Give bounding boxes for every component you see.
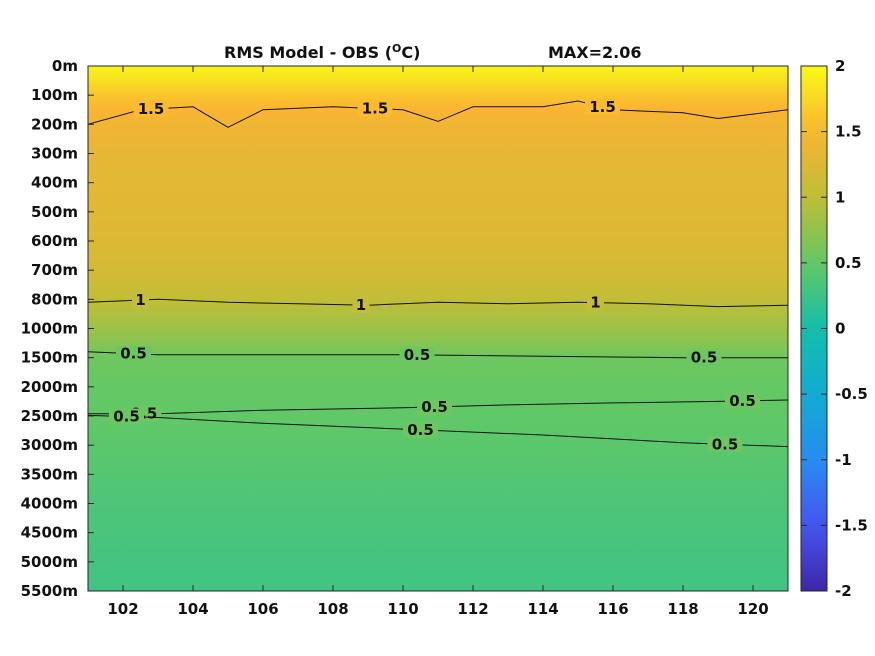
contour-label: 0.5 (691, 349, 718, 367)
colorbar-ticks: 2 1.5 1 0.5 0 -0.5 -1 -1.5 -2 (801, 57, 868, 600)
colorbar-tick-label: 1 (835, 188, 845, 206)
colorbar-tick-label: -1.5 (835, 516, 868, 534)
y-tick-label: 500m (31, 203, 78, 221)
contour-label-bg (352, 297, 370, 314)
contour-line (88, 100, 788, 128)
x-tick-label: 116 (597, 600, 628, 618)
x-tick-label: 108 (317, 600, 348, 618)
contour-line (88, 399, 788, 415)
y-tick-label: 600m (31, 232, 78, 250)
heatmap-field (88, 66, 788, 591)
y-tick-label: 400m (31, 174, 78, 192)
contour-label: 1 (356, 296, 366, 314)
colorbar-tick-label: 1.5 (835, 123, 862, 141)
contour-label: 0.5 (729, 392, 756, 410)
contour-label-bg (357, 100, 393, 117)
x-tick-label: 104 (177, 600, 208, 618)
y-tick-label: 3500m (21, 465, 78, 483)
y-axis: 0m 100m 200m 300m 400m 500m 600m 700m 800m 1000m 1… (21, 57, 94, 600)
contour-label: 1.5 (589, 98, 616, 116)
x-tick-label: 102 (107, 600, 138, 618)
y-tick-label: 4000m (21, 495, 78, 513)
x-tick-label: 110 (387, 600, 418, 618)
contour-label-bg (132, 292, 149, 309)
y-tick-label: 1000m (21, 320, 78, 338)
contour-label-bg (725, 392, 760, 409)
max-value-label: MAX=2.06 (548, 43, 642, 62)
contour-label: 1.5 (138, 100, 165, 118)
title-unit: C) (401, 43, 420, 62)
contour-label: 0.5 (404, 346, 431, 364)
y-tick-label: 700m (31, 261, 78, 279)
colorbar-tick-label: 0 (835, 320, 845, 338)
contour-label: 1 (135, 291, 145, 309)
y-tick-label: 300m (31, 145, 78, 163)
contour-label-bg (403, 421, 438, 438)
title-superscript: O (392, 42, 401, 55)
chart-title: RMS Model - OBS (OC) (224, 42, 420, 62)
contour-label-bg (686, 349, 722, 366)
contour-label: 0.5 (421, 398, 448, 416)
y-tick-label: 2000m (21, 378, 78, 396)
y-tick-label: 2500m (21, 407, 78, 425)
contour-label: 1 (590, 294, 600, 312)
contour-label: 1.5 (362, 100, 389, 118)
contour-line (88, 298, 788, 308)
x-tick-label: 106 (247, 600, 278, 618)
contour-label-bg (707, 436, 743, 453)
y-tick-label: 100m (31, 86, 78, 104)
contour-label-bg (587, 294, 604, 311)
x-tick-label: 112 (457, 600, 488, 618)
x-tick-label: 114 (527, 600, 558, 618)
colorbar-tick-label: 0.5 (835, 254, 862, 272)
colorbar-tick-label: -0.5 (835, 385, 868, 403)
contour-label-bg (133, 101, 169, 118)
contour-label: 0.5 (120, 345, 147, 363)
contour-label-bg (417, 398, 452, 415)
colorbar-tick-label: -1 (835, 451, 852, 469)
contour-label-bg (109, 408, 144, 425)
contour-label: 0.5 (113, 408, 140, 426)
contour-label: 0.5 (712, 435, 739, 453)
colorbar-tick-label: -2 (835, 582, 852, 600)
y-tick-label: 3000m (21, 436, 78, 454)
colorbar-tick-label: 2 (835, 57, 845, 75)
y-tick-label: 0m (52, 57, 78, 75)
y-tick-label: 5000m (21, 553, 78, 571)
contour-label: 0.5 (407, 421, 434, 439)
y-tick-label: 4500m (21, 524, 78, 542)
y-tick-label: 200m (31, 115, 78, 133)
x-tick-label: 120 (737, 600, 768, 618)
colorbar: 2 1.5 1 0.5 0 -0.5 -1 -1.5 -2 (800, 57, 868, 600)
y-tick-label: 1500m (21, 349, 78, 367)
contour-label-bg (399, 346, 435, 363)
y-tick-label: 800m (31, 290, 78, 308)
contour-label-bg (116, 345, 151, 362)
x-tick-label: 118 (667, 600, 698, 618)
contour-label-bg (585, 99, 620, 116)
y-tick-label: 5500m (21, 582, 78, 600)
x-axis: 102 104 106 108 110 112 114 116 118 120 (107, 66, 769, 618)
